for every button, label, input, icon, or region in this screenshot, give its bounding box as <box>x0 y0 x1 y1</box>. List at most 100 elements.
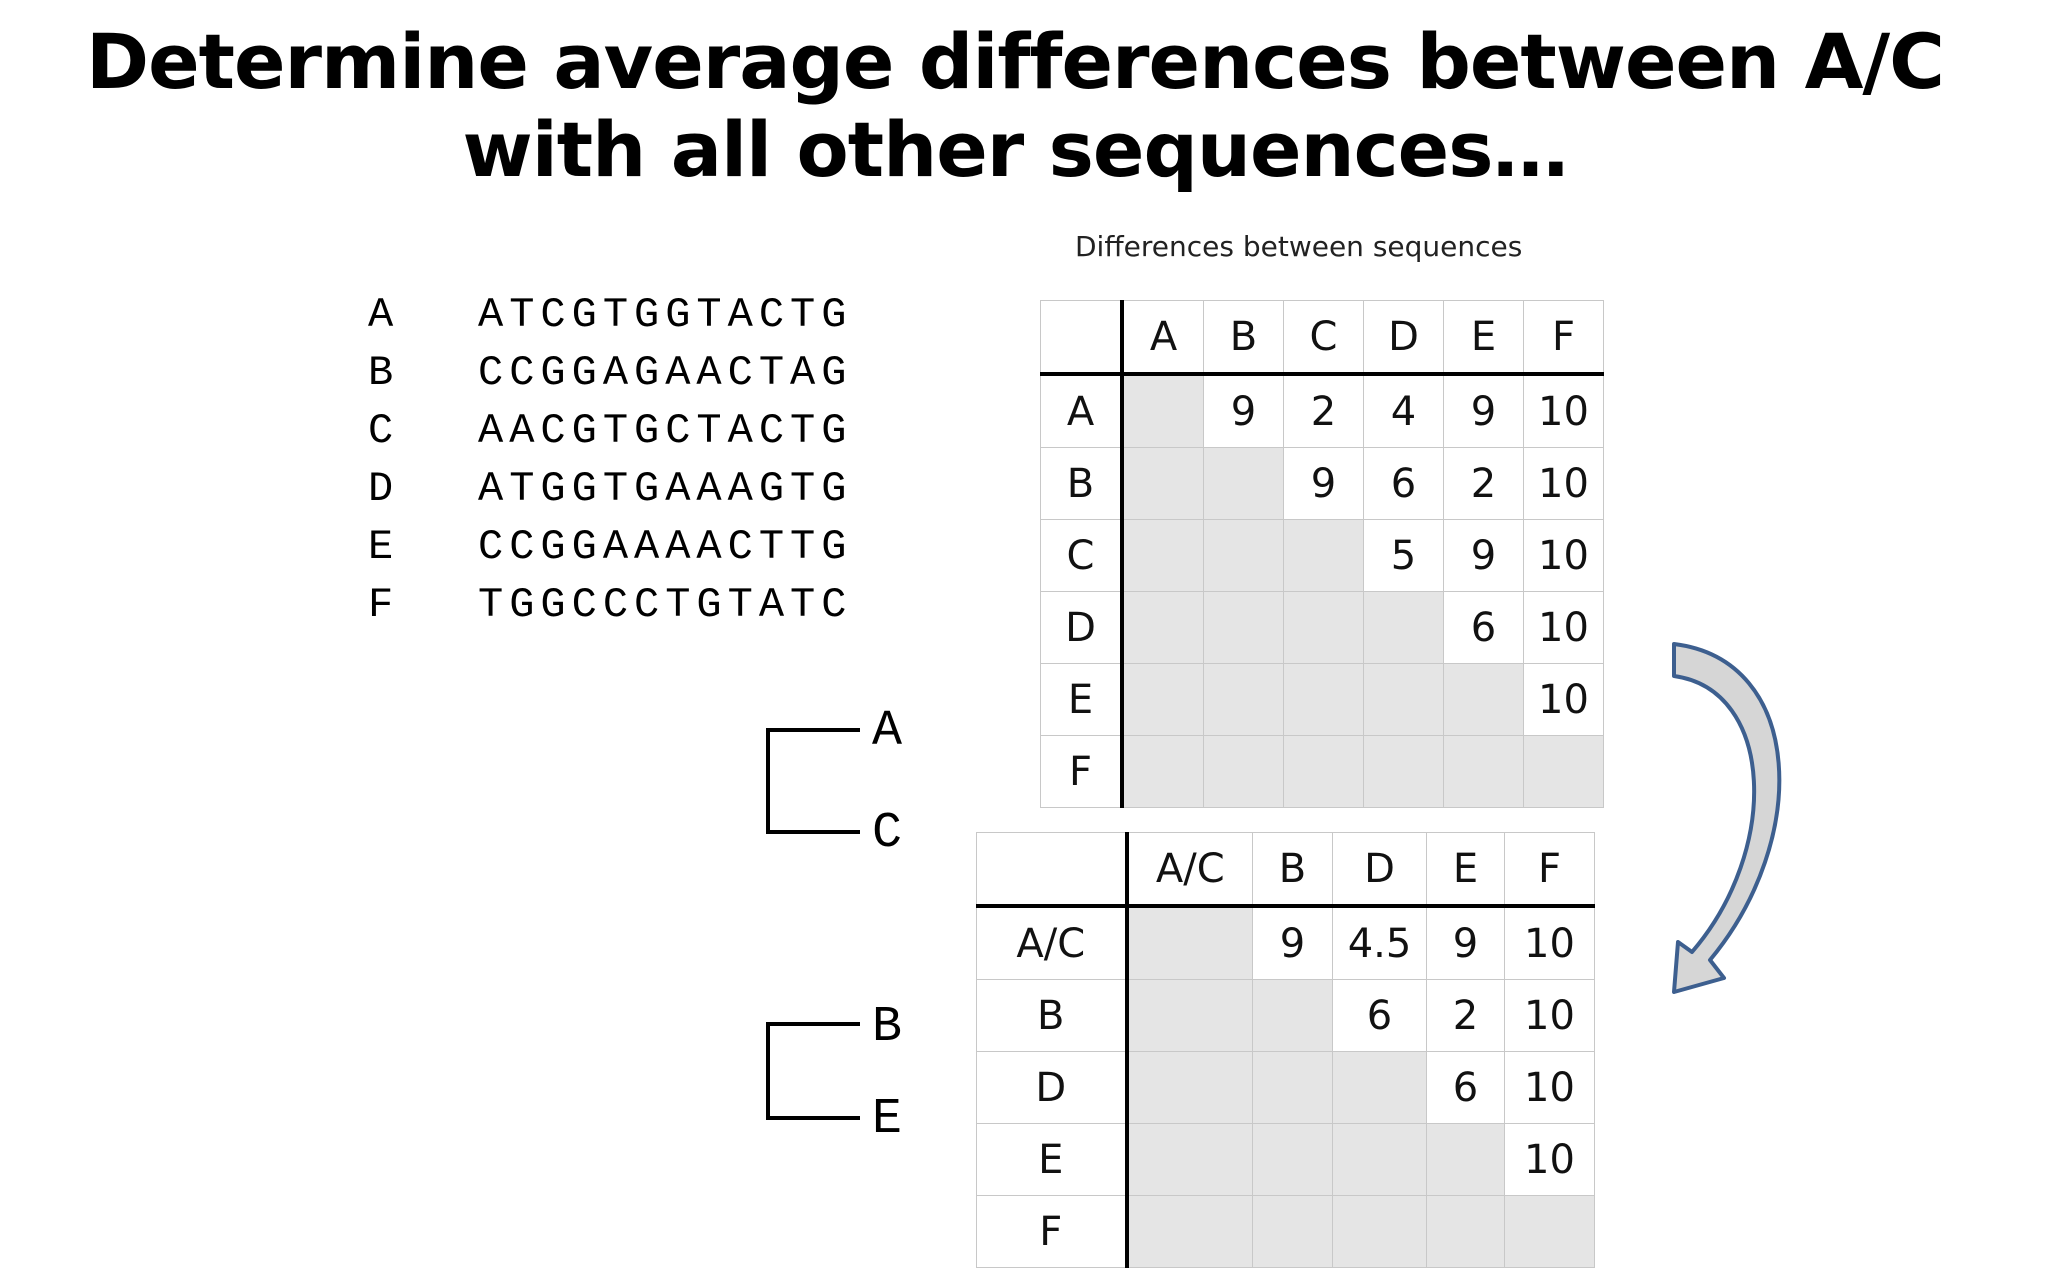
matrix-cell: 2 <box>1443 447 1524 520</box>
sequence-row: C AACGTGCTACTG <box>368 402 852 460</box>
matrix-cell <box>1332 1123 1427 1196</box>
column-header: D <box>1332 832 1427 908</box>
matrix-cell: 6 <box>1426 1051 1505 1124</box>
matrix-cell <box>1283 663 1364 736</box>
matrix-cell <box>1443 735 1524 808</box>
sequence-bases: CCGGAAAACTTG <box>478 523 853 571</box>
matrix-cell <box>1443 663 1524 736</box>
matrix-header-row: A/C B D E F <box>976 832 1595 908</box>
matrix-cell: 10 <box>1504 1051 1595 1124</box>
matrix-cell: 10 <box>1523 663 1604 736</box>
column-header: F <box>1504 832 1595 908</box>
row-header: E <box>976 1123 1129 1196</box>
matrix-caption: Differences between sequences <box>1075 230 1523 263</box>
matrix-row: D 6 10 <box>1040 591 1604 664</box>
matrix-cell <box>1426 1195 1505 1268</box>
matrix-cell <box>1363 735 1444 808</box>
row-header: D <box>1040 591 1124 664</box>
matrix-cell <box>1203 447 1284 520</box>
matrix-cell: 10 <box>1504 1123 1595 1196</box>
sequence-name: D <box>368 465 394 513</box>
matrix-row: B 6 2 10 <box>976 979 1595 1052</box>
matrix-cell: 9 <box>1443 373 1524 448</box>
matrix-cell: 10 <box>1523 447 1604 520</box>
matrix-cell: 9 <box>1283 447 1364 520</box>
matrix-row: D 6 10 <box>976 1051 1595 1124</box>
tree-ac: A C <box>766 703 902 860</box>
matrix-row: A/C 9 4.5 9 10 <box>976 905 1595 980</box>
sequence-name: A <box>368 291 394 339</box>
matrix-cell <box>1126 1195 1253 1268</box>
row-header: B <box>976 979 1129 1052</box>
tree-branch <box>766 1022 860 1120</box>
matrix-cell <box>1126 1051 1253 1124</box>
tree-leaf-label: E <box>872 1091 902 1148</box>
matrix-cell: 9 <box>1426 905 1505 980</box>
matrix-header-row: A B C D E F <box>1040 300 1604 376</box>
curved-arrow-icon <box>1672 642 1782 994</box>
sequence-name: F <box>368 581 394 629</box>
row-header: A <box>1040 373 1124 448</box>
matrix-cell: 5 <box>1363 519 1444 592</box>
tree-leaf-label: C <box>872 805 902 860</box>
matrix-cell: 10 <box>1523 373 1604 448</box>
matrix-cell <box>1283 519 1364 592</box>
matrix-cell <box>1332 1195 1427 1268</box>
matrix-cell: 9 <box>1443 519 1524 592</box>
matrix-row: F <box>1040 735 1604 808</box>
matrix-cell <box>1203 591 1284 664</box>
column-header: A <box>1121 300 1204 376</box>
matrix-cell <box>1252 1195 1333 1268</box>
column-header: B <box>1252 832 1333 908</box>
matrix-cell <box>1283 591 1364 664</box>
matrix-cell <box>1283 735 1364 808</box>
sequence-row: D ATGGTGAAAGTG <box>368 460 852 518</box>
column-header: E <box>1443 300 1524 376</box>
matrix-cell: 2 <box>1283 373 1364 448</box>
sequence-list: A ATCGTGGTACTG B CCGGAGAACTAG C AACGTGCT… <box>368 286 852 634</box>
matrix-cell <box>1203 735 1284 808</box>
matrix-cell <box>1121 447 1204 520</box>
sequence-bases: ATGGTGAAAGTG <box>478 465 853 513</box>
column-header: A/C <box>1126 832 1253 908</box>
matrix-cell <box>1121 373 1204 448</box>
row-header: C <box>1040 519 1124 592</box>
row-header: B <box>1040 447 1124 520</box>
matrix-row: B 9 6 2 10 <box>1040 447 1604 520</box>
matrix-cell <box>1252 1051 1333 1124</box>
column-header: C <box>1283 300 1364 376</box>
sequence-bases: CCGGAGAACTAG <box>478 349 853 397</box>
sequence-row: B CCGGAGAACTAG <box>368 344 852 402</box>
sequence-name: C <box>368 407 394 455</box>
column-header: E <box>1426 832 1505 908</box>
matrix-cell <box>1203 663 1284 736</box>
matrix-corner-cell <box>976 832 1129 908</box>
matrix-cell <box>1203 519 1284 592</box>
matrix-cell <box>1121 519 1204 592</box>
matrix-row: F <box>976 1195 1595 1268</box>
matrix-row: A 9 2 4 9 10 <box>1040 373 1604 448</box>
matrix-cell <box>1363 663 1444 736</box>
matrix-cell: 10 <box>1504 979 1595 1052</box>
row-header: A/C <box>976 905 1129 980</box>
sequence-bases: TGGCCCTGTATC <box>478 581 853 629</box>
matrix-cell <box>1504 1195 1595 1268</box>
matrix-cell <box>1126 979 1253 1052</box>
row-header: F <box>1040 735 1124 808</box>
matrix-cell: 4 <box>1363 373 1444 448</box>
matrix-cell: 10 <box>1523 591 1604 664</box>
matrix-cell <box>1126 1123 1253 1196</box>
matrix-cell: 9 <box>1252 905 1333 980</box>
row-header: F <box>976 1195 1129 1268</box>
sequence-name: B <box>368 349 394 397</box>
matrix-row: E 10 <box>976 1123 1595 1196</box>
matrix-cell <box>1121 735 1204 808</box>
matrix-cell <box>1426 1123 1505 1196</box>
sequence-bases: ATCGTGGTACTG <box>478 291 853 339</box>
sequence-bases: AACGTGCTACTG <box>478 407 853 455</box>
row-header: D <box>976 1051 1129 1124</box>
tree-leaf-label: A <box>872 703 902 760</box>
matrix-cell: 9 <box>1203 373 1284 448</box>
matrix-cell <box>1252 1123 1333 1196</box>
tree-branch <box>766 728 860 834</box>
